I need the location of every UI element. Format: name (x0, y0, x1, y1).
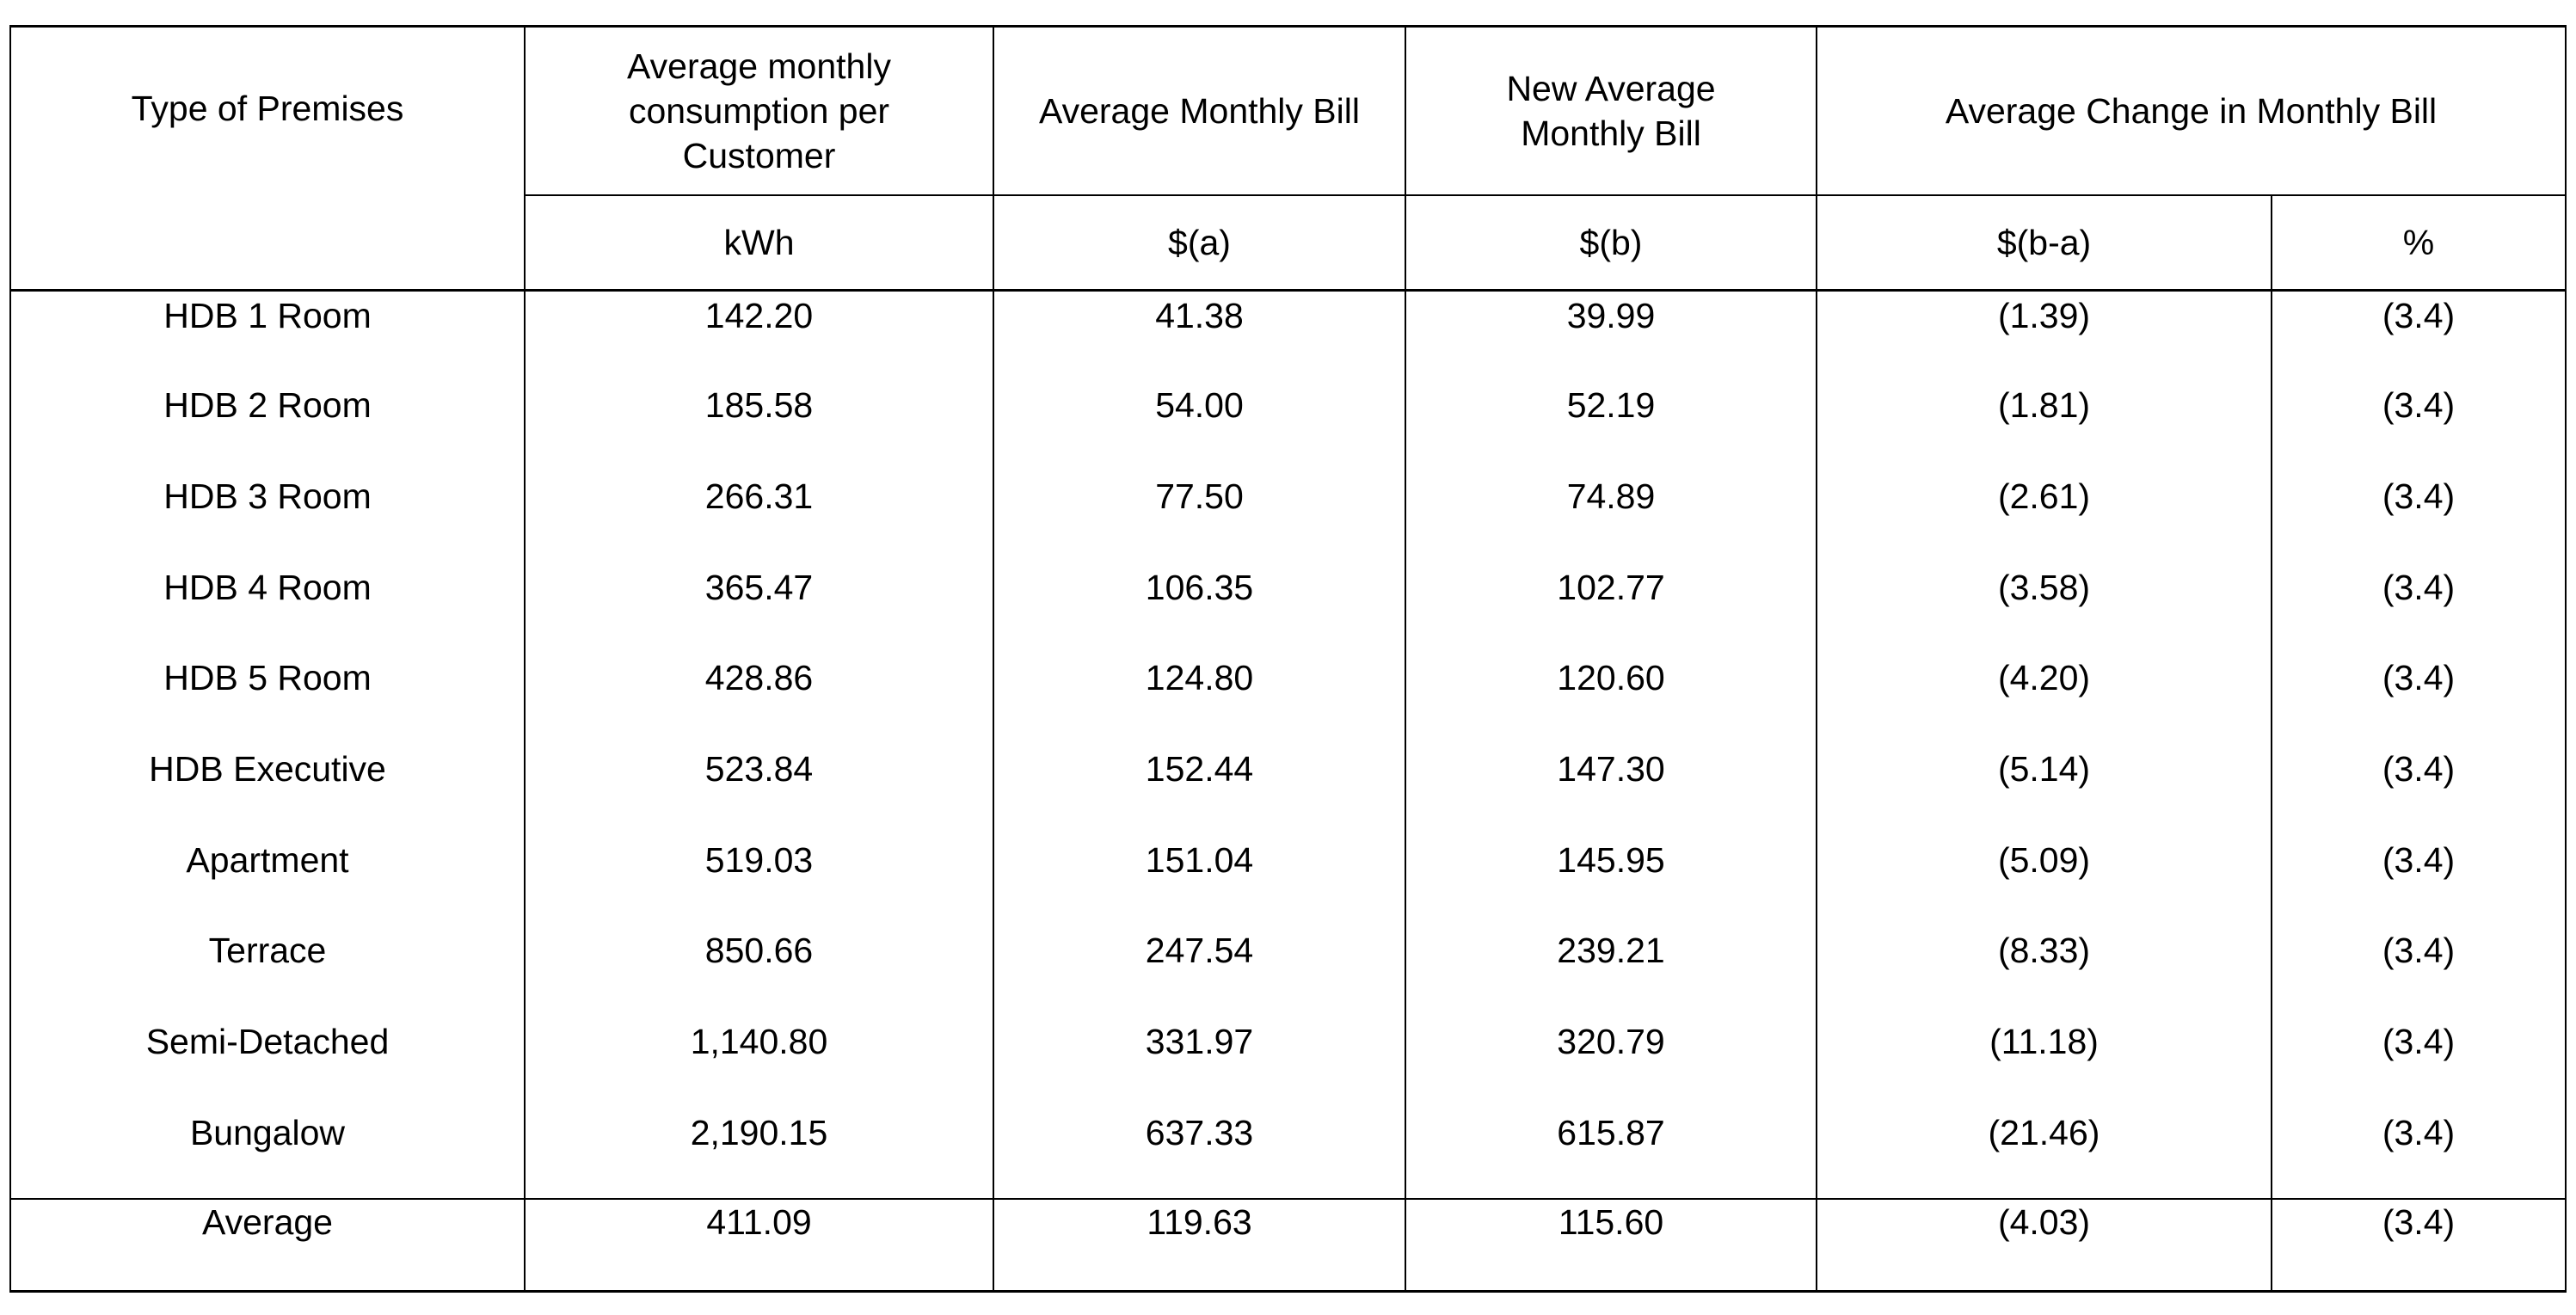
cell-change: (8.33) (1816, 926, 2272, 1017)
cell-new-bill: 115.60 (1405, 1198, 1817, 1293)
cell-type: HDB 2 Room (9, 381, 526, 472)
cell-change: (4.20) (1816, 654, 2272, 745)
cell-kwh: 1,140.80 (524, 1017, 994, 1109)
header-row: Type of Premises Average monthly consump… (9, 25, 2567, 292)
cell-change: (5.14) (1816, 744, 2272, 836)
cell-change-pct: (3.4) (2271, 744, 2567, 836)
cell-change-pct: (3.4) (2271, 471, 2567, 563)
cell-change: (2.61) (1816, 471, 2272, 563)
cell-new-bill: 145.95 (1405, 835, 1817, 927)
cell-type: Average (9, 1198, 526, 1293)
cell-kwh: 365.47 (524, 562, 994, 654)
header-consumption-text: Average monthly consumption per Customer (627, 46, 891, 175)
cell-change: (21.46) (1816, 1108, 2272, 1200)
cell-bill: 637.33 (993, 1108, 1406, 1200)
cell-bill: 124.80 (993, 654, 1406, 745)
cell-new-bill: 74.89 (1405, 471, 1817, 563)
tariff-table: Type of Premises Average monthly consump… (9, 25, 2567, 1293)
table-row: Bungalow 2,190.15 637.33 615.87 (21.46) (3.4) (9, 1108, 2567, 1200)
table-row: HDB 2 Room 185.58 54.00 52.19 (1.81) (3.4) (9, 381, 2567, 472)
cell-change: (4.03) (1816, 1198, 2272, 1293)
cell-new-bill: 52.19 (1405, 381, 1817, 472)
cell-change: (3.58) (1816, 562, 2272, 654)
cell-bill: 119.63 (993, 1198, 1406, 1293)
cell-change: (11.18) (1816, 1017, 2272, 1109)
cell-kwh: 2,190.15 (524, 1108, 994, 1200)
cell-new-bill: 39.99 (1405, 290, 1817, 382)
table-row: Terrace 850.66 247.54 239.21 (8.33) (3.4) (9, 926, 2567, 1017)
cell-change: (1.81) (1816, 381, 2272, 472)
cell-change: (5.09) (1816, 835, 2272, 927)
cell-bill: 151.04 (993, 835, 1406, 927)
cell-type: HDB 5 Room (9, 654, 526, 745)
cell-type: Bungalow (9, 1108, 526, 1200)
cell-change-pct: (3.4) (2271, 1198, 2567, 1293)
unit-b-minus-a: $(b-a) (1816, 195, 2272, 292)
cell-new-bill: 102.77 (1405, 562, 1817, 654)
cell-bill: 152.44 (993, 744, 1406, 836)
unit-row: kWh $(a) $(b) $(b-a) % (10, 195, 2567, 292)
average-row: Average 411.09 119.63 115.60 (4.03) (3.4… (9, 1198, 2567, 1293)
cell-kwh: 142.20 (524, 290, 994, 382)
cell-change-pct: (3.4) (2271, 562, 2567, 654)
cell-kwh: 523.84 (524, 744, 994, 836)
cell-type: HDB 1 Room (9, 290, 526, 382)
unit-b: $(b) (1405, 195, 1817, 292)
cell-kwh: 266.31 (524, 471, 994, 563)
header-type-of-premises: Type of Premises (9, 25, 526, 292)
cell-change-pct: (3.4) (2271, 290, 2567, 382)
cell-new-bill: 147.30 (1405, 744, 1817, 836)
cell-bill: 247.54 (993, 926, 1406, 1017)
cell-kwh: 519.03 (524, 835, 994, 927)
table-row: HDB 5 Room 428.86 124.80 120.60 (4.20) (3.4) (9, 654, 2567, 745)
unit-a: $(a) (993, 195, 1406, 292)
cell-kwh: 428.86 (524, 654, 994, 745)
cell-type: Terrace (9, 926, 526, 1017)
cell-type: Semi-Detached (9, 1017, 526, 1109)
cell-type: HDB Executive (9, 744, 526, 836)
cell-change: (1.39) (1816, 290, 2272, 382)
cell-bill: 41.38 (993, 290, 1406, 382)
cell-new-bill: 615.87 (1405, 1108, 1817, 1200)
cell-new-bill: 239.21 (1405, 926, 1817, 1017)
cell-change-pct: (3.4) (2271, 654, 2567, 745)
cell-change-pct: (3.4) (2271, 1017, 2567, 1109)
cell-change-pct: (3.4) (2271, 1108, 2567, 1200)
cell-bill: 106.35 (993, 562, 1406, 654)
cell-kwh: 185.58 (524, 381, 994, 472)
header-new-monthly-bill: New Average Monthly Bill (1405, 25, 1817, 196)
cell-bill: 77.50 (993, 471, 1406, 563)
unit-kwh: kWh (524, 195, 994, 292)
table-row: HDB 3 Room 266.31 77.50 74.89 (2.61) (3.4) (9, 471, 2567, 563)
cell-change-pct: (3.4) (2271, 926, 2567, 1017)
table-row: HDB 1 Room 142.20 41.38 39.99 (1.39) (3.4) (9, 290, 2567, 382)
cell-type: HDB 3 Room (9, 471, 526, 563)
table-row: HDB 4 Room 365.47 106.35 102.77 (3.58) (3.4) (9, 562, 2567, 654)
table-row: HDB Executive 523.84 152.44 147.30 (5.14) (3.… (9, 744, 2567, 836)
header-monthly-bill: Average Monthly Bill (993, 25, 1406, 196)
header-change-in-bill: Average Change in Monthly Bill (1816, 25, 2567, 196)
cell-change-pct: (3.4) (2271, 381, 2567, 472)
cell-new-bill: 120.60 (1405, 654, 1817, 745)
cell-bill: 54.00 (993, 381, 1406, 472)
cell-type: Apartment (9, 835, 526, 927)
cell-new-bill: 320.79 (1405, 1017, 1817, 1109)
unit-percent: % (2271, 195, 2567, 292)
cell-type: HDB 4 Room (9, 562, 526, 654)
header-new-monthly-bill-text: New Average Monthly Bill (1506, 69, 1716, 153)
table-row: Semi-Detached 1,140.80 331.97 320.79 (11.18)… (9, 1017, 2567, 1109)
cell-change-pct: (3.4) (2271, 835, 2567, 927)
cell-bill: 331.97 (993, 1017, 1406, 1109)
table-row: Apartment 519.03 151.04 145.95 (5.09) (3.4) (9, 835, 2567, 927)
cell-kwh: 411.09 (524, 1198, 994, 1293)
cell-kwh: 850.66 (524, 926, 994, 1017)
header-consumption: Average monthly consumption per Customer (524, 25, 994, 196)
